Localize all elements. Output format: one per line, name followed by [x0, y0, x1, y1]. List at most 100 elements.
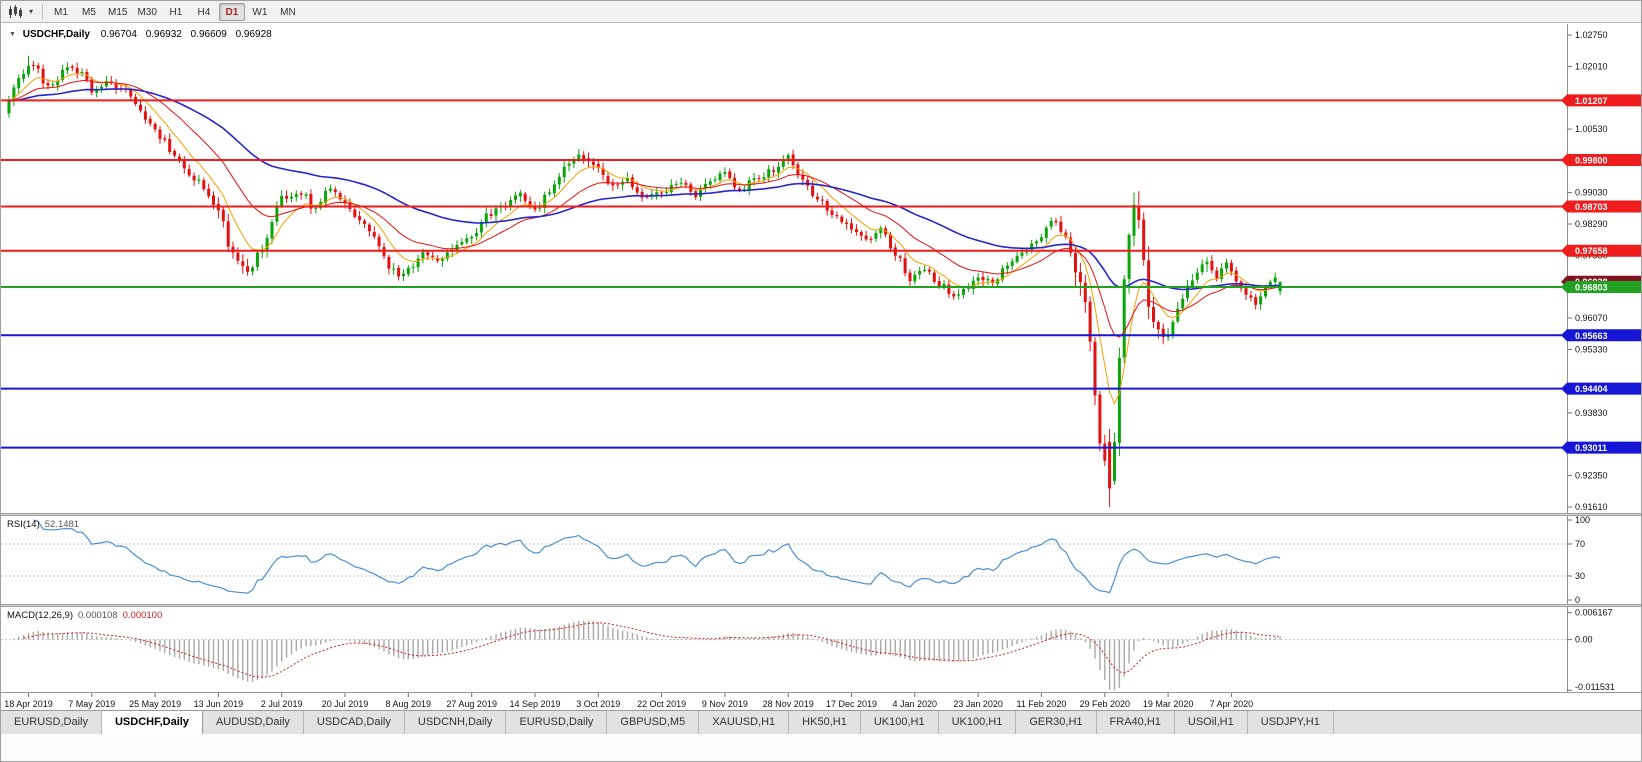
price-tag-0.94404[interactable]: 0.94404: [1561, 382, 1642, 395]
time-axis[interactable]: 18 Apr 2019 7 May 2019 25 May 2019 13 Jun 2…: [1, 692, 1642, 710]
price-axis-tick: 0.95330: [1575, 344, 1608, 354]
svg-text:0.98703: 0.98703: [1575, 202, 1608, 212]
date-label: 20 Jul 2019: [322, 699, 369, 709]
date-label: 27 Aug 2019: [446, 699, 497, 709]
macd-signal-line: [23, 622, 1281, 678]
rsi-indicator-label: RSI(14) 52.1481: [7, 519, 79, 530]
rsi-axis-tick: 100: [1575, 516, 1590, 525]
date-label: 8 Aug 2019: [386, 699, 432, 709]
price-tag-0.97658[interactable]: 0.97658: [1561, 244, 1642, 257]
price-axis-tick: 1.00530: [1575, 124, 1608, 134]
date-label: 7 May 2019: [68, 699, 115, 709]
timeframe-bar: M1 M5 M15 M30 H1 H4 D1 W1 MN: [48, 2, 301, 21]
rsi-panel-canvas[interactable]: 100 70 30 0: [1, 516, 1642, 604]
rsi-name: RSI(14): [7, 519, 40, 530]
timeframe-button-m15[interactable]: M15: [108, 6, 128, 18]
date-label: 28 Nov 2019: [763, 699, 814, 709]
symbol-tab-ger30-h1[interactable]: GER30,H1: [1016, 711, 1097, 734]
date-label: 9 Nov 2019: [702, 699, 748, 709]
ma-fast-line: [8, 73, 1281, 405]
price-axis-tick: 0.96070: [1575, 313, 1608, 323]
symbol-tab-usdcnh-daily[interactable]: USDCNH,Daily: [404, 711, 507, 734]
date-label: 11 Feb 2020: [1016, 699, 1066, 709]
price-tag-0.98703[interactable]: 0.98703: [1561, 200, 1642, 213]
status-strip: [1, 734, 1641, 761]
candles-layer: [7, 55, 1282, 507]
price-tag-0.96803[interactable]: 0.96803: [1561, 281, 1642, 293]
price-axis-tick: 0.98290: [1575, 219, 1608, 229]
timeframe-button-d1[interactable]: D1: [218, 2, 245, 21]
date-label: 18 Apr 2019: [4, 699, 53, 709]
top-toolbar: ▾ M1 M5 M15 M30 H1 H4 D1 W1 MN: [1, 1, 1641, 23]
symbol-tab-eurusd-daily[interactable]: EURUSD,Daily: [1, 711, 102, 734]
date-label: 13 Jun 2019: [194, 699, 244, 709]
date-label: 17 Dec 2019: [826, 699, 877, 709]
macd-name: MACD(12,26,9): [7, 610, 73, 621]
symbol-tab-xauusd-h1[interactable]: XAUUSD,H1: [699, 711, 790, 734]
price-axis-tick: 0.92350: [1575, 471, 1608, 481]
price-axis-tick: 0.93830: [1575, 408, 1608, 418]
symbol-tab-audusd-daily[interactable]: AUDUSD,Daily: [202, 711, 304, 734]
toolbar-separator: [42, 3, 43, 20]
macd-main-value: 0.000108: [78, 610, 118, 621]
date-label: 23 Jan 2020: [953, 699, 1003, 709]
price-tag-0.93011[interactable]: 0.93011: [1561, 441, 1642, 454]
macd-panel-canvas[interactable]: 0.006167 0.00 -0.011531: [1, 607, 1642, 692]
ma-mid-line: [8, 79, 1281, 338]
symbol-tab-usoil-h1[interactable]: USOil,H1: [1174, 711, 1248, 734]
chart-type-icon[interactable]: [5, 3, 25, 21]
chart-low-value: 0.96609: [190, 29, 227, 40]
rsi-value: 52.1481: [44, 519, 80, 530]
symbol-tab-usdcad-daily[interactable]: USDCAD,Daily: [303, 711, 405, 734]
panel-separator[interactable]: [1, 513, 1641, 516]
macd-signal-value: 0.000100: [122, 610, 163, 621]
collapse-caret-icon[interactable]: ▼: [9, 31, 16, 38]
symbol-tab-hk50-h1[interactable]: HK50,H1: [789, 711, 861, 734]
price-axis-tick: 0.91610: [1575, 502, 1608, 512]
timeframe-button-mn[interactable]: MN: [280, 6, 296, 18]
symbol-tab-eurusd-daily[interactable]: EURUSD,Daily: [506, 711, 608, 734]
macd-axis-tick: 0.00: [1575, 635, 1593, 645]
price-axis-tick: 1.02750: [1575, 30, 1608, 40]
symbol-tab-uk100-h1[interactable]: UK100,H1: [860, 711, 939, 734]
svg-text:0.94404: 0.94404: [1575, 384, 1608, 394]
timeframe-button-w1[interactable]: W1: [252, 6, 268, 18]
symbol-tabbar: EURUSD,Daily USDCHF,Daily AUDUSD,Daily USDC…: [1, 710, 1641, 734]
svg-text:0.99800: 0.99800: [1575, 156, 1608, 166]
symbol-tab-usdjpy-h1[interactable]: USDJPY,H1: [1247, 711, 1334, 734]
svg-text:1.01207: 1.01207: [1575, 96, 1608, 106]
chart-dropdown-caret-icon[interactable]: ▾: [28, 7, 33, 16]
rsi-axis-tick: 0: [1575, 595, 1580, 604]
date-label: 25 May 2019: [129, 699, 181, 709]
symbol-tab-uk100-h1[interactable]: UK100,H1: [938, 711, 1017, 734]
date-label: 4 Jan 2020: [893, 699, 938, 709]
price-tag-1.01207[interactable]: 1.01207: [1561, 94, 1642, 107]
date-label: 14 Sep 2019: [509, 699, 560, 709]
price-axis-tick: 1.02010: [1575, 61, 1608, 71]
rsi-line: [33, 519, 1281, 594]
timeframe-button-m30[interactable]: M30: [137, 6, 157, 18]
main-chart-canvas[interactable]: 1.027501.020101.005300.990300.982900.975…: [1, 24, 1642, 514]
panel-separator[interactable]: [1, 604, 1641, 607]
ma-slow-line: [8, 88, 1281, 291]
symbol-tab-fra40-h1[interactable]: FRA40,H1: [1096, 711, 1175, 734]
symbol-tab-usdchf-daily[interactable]: USDCHF,Daily: [101, 711, 203, 734]
rsi-axis-tick: 30: [1575, 571, 1585, 581]
timeframe-button-h4[interactable]: H4: [197, 6, 211, 18]
price-tag-0.99800[interactable]: 0.99800: [1561, 154, 1642, 166]
date-label: 7 Apr 2020: [1210, 699, 1254, 709]
price-tag-0.95663[interactable]: 0.95663: [1561, 329, 1642, 342]
date-label: 2 Jul 2019: [261, 699, 303, 709]
symbol-tab-gbpusd-m5[interactable]: GBPUSD,M5: [607, 711, 700, 734]
svg-text:0.95663: 0.95663: [1575, 331, 1608, 341]
timeframe-button-h1[interactable]: H1: [169, 6, 183, 18]
timeframe-button-m5[interactable]: M5: [82, 6, 96, 18]
chart-high-value: 0.96932: [145, 29, 182, 40]
date-label: 3 Oct 2019: [576, 699, 620, 709]
rsi-axis-tick: 70: [1575, 539, 1585, 549]
macd-axis-tick: -0.011531: [1575, 682, 1615, 692]
svg-text:0.96803: 0.96803: [1575, 283, 1608, 293]
timeframe-button-m1[interactable]: M1: [54, 6, 68, 18]
svg-text:0.93011: 0.93011: [1575, 443, 1607, 453]
